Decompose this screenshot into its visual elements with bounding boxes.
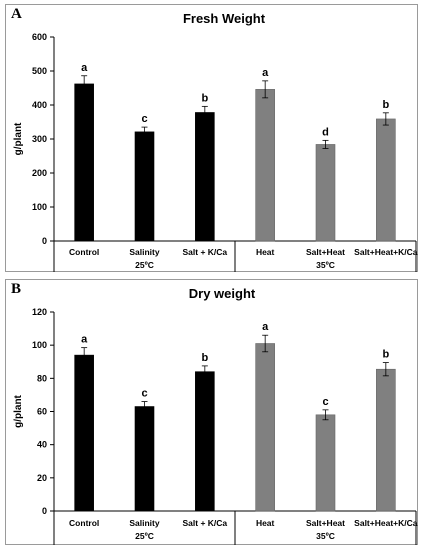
x-tick-label: Control <box>69 247 99 257</box>
y-tick-label: 600 <box>32 32 47 42</box>
group-label: 25ºC <box>135 531 154 541</box>
bar <box>376 368 396 512</box>
y-tick-label: 100 <box>32 202 47 212</box>
significance-letter: b <box>201 352 208 364</box>
significance-letter: a <box>262 321 269 333</box>
fresh-weight-chart: Fresh Weight g/plant 0 100 200 300 400 500 600 a C… <box>13 11 418 272</box>
y-tick-label: 200 <box>32 168 47 178</box>
bar <box>255 343 275 512</box>
significance-letter: a <box>81 334 88 346</box>
significance-letter: a <box>81 62 88 74</box>
significance-letter: c <box>322 396 328 408</box>
significance-letter: b <box>382 349 389 361</box>
x-tick-label: Salinity <box>129 518 160 528</box>
y-tick-label: 0 <box>42 506 47 516</box>
x-tick-label: Salt+Heat <box>306 247 345 257</box>
y-tick-label: 40 <box>37 440 47 450</box>
x-tick-label: Salinity <box>129 247 160 257</box>
significance-letter: b <box>201 92 208 104</box>
significance-letter: b <box>382 99 389 111</box>
significance-letter: c <box>141 113 147 125</box>
y-tick-label: 80 <box>37 373 47 383</box>
chart-title: Dry weight <box>189 286 256 301</box>
x-tick-label: Control <box>69 518 99 528</box>
bar <box>134 406 155 512</box>
bar <box>376 118 396 242</box>
y-tick-label: 100 <box>32 340 47 350</box>
chart-panel-a: A Fresh Weight g/plant 0 100 200 300 400 500 600… <box>5 4 418 272</box>
x-tick-label: Salt+Heat+K/Ca <box>354 247 418 257</box>
bar <box>195 112 215 242</box>
significance-letter: a <box>262 67 269 79</box>
significance-letter: c <box>141 388 147 400</box>
y-tick-label: 60 <box>37 407 47 417</box>
y-tick-label: 300 <box>32 134 47 144</box>
y-axis-label: g/plant <box>13 122 24 155</box>
x-tick-label: Salt + K/Ca <box>183 247 228 257</box>
x-tick-label: Heat <box>256 247 275 257</box>
y-tick-label: 120 <box>32 307 47 317</box>
x-tick-label: Salt + K/Ca <box>183 518 228 528</box>
group-label: 35ºC <box>316 531 335 541</box>
group-label: 25ºC <box>135 260 154 270</box>
x-tick-label: Heat <box>256 518 275 528</box>
significance-letter: d <box>322 126 329 138</box>
bar <box>74 354 94 512</box>
y-tick-label: 20 <box>37 473 47 483</box>
bar <box>315 414 336 512</box>
x-tick-label: Salt+Heat <box>306 518 345 528</box>
chart-panel-b: B Dry weight g/plant 0 20 40 60 80 100 120 a Contr… <box>5 279 418 545</box>
dry-weight-chart: Dry weight g/plant 0 20 40 60 80 100 120 a Control… <box>13 286 418 545</box>
panel-letter: A <box>11 6 22 22</box>
bar <box>255 89 275 242</box>
group-label: 35ºC <box>316 260 335 270</box>
y-axis-label: g/plant <box>13 394 24 427</box>
bar <box>315 144 336 242</box>
y-tick-label: 0 <box>42 236 47 246</box>
y-tick-label: 400 <box>32 100 47 110</box>
x-tick-label: Salt+Heat+K/Ca <box>354 518 418 528</box>
panel-letter: B <box>11 281 22 297</box>
chart-title: Fresh Weight <box>183 11 266 26</box>
y-tick-label: 500 <box>32 66 47 76</box>
bar <box>74 83 94 242</box>
bar <box>195 371 215 512</box>
bar <box>134 131 155 242</box>
